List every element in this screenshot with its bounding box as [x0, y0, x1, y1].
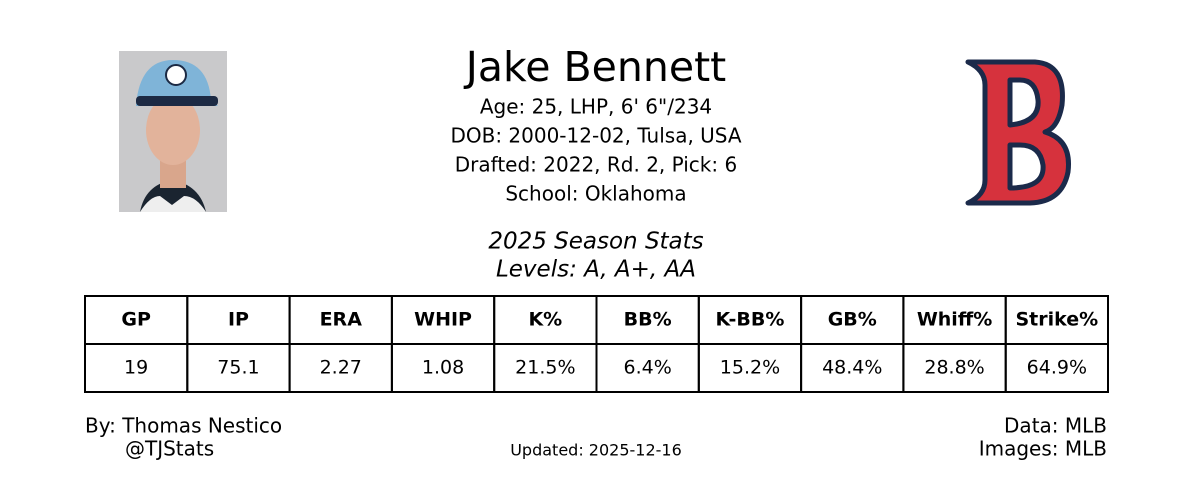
stat-value: 75.1	[217, 357, 259, 379]
bio-line: Age: 25, LHP, 6' 6"/234	[480, 95, 712, 119]
image-source: Images: MLB	[979, 437, 1107, 461]
author: By: Thomas Nestico	[85, 414, 282, 438]
stat-value: 64.9%	[1027, 357, 1087, 379]
stat-value: 1.08	[422, 357, 464, 379]
author-handle: @TJStats	[125, 437, 214, 461]
team-logo	[965, 59, 1072, 206]
table-cell	[1004, 343, 1110, 393]
stat-value: 15.2%	[720, 357, 780, 379]
column-header: Whiff%	[917, 309, 992, 331]
stat-value: 19	[124, 357, 148, 379]
column-header: Strike%	[1015, 309, 1098, 331]
player-photo	[119, 51, 227, 212]
stat-value: 28.8%	[924, 357, 984, 379]
section-levels: Levels: A, A+, AA	[496, 257, 696, 283]
bio-line: Drafted: 2022, Rd. 2, Pick: 6	[455, 153, 737, 177]
data-source: Data: MLB	[1004, 414, 1107, 438]
stat-value: 48.4%	[822, 357, 882, 379]
bio-line: DOB: 2000-12-02, Tulsa, USA	[450, 124, 741, 148]
stats-table: GP IP ERA WHIP K% BB% K-BB% GB% Whiff% Strike% 19 7…	[84, 295, 1110, 393]
stat-value: 2.27	[320, 357, 362, 379]
column-header: K-BB%	[715, 309, 784, 331]
stat-value: 6.4%	[624, 357, 672, 379]
column-header: WHIP	[414, 309, 472, 331]
column-header: BB%	[624, 309, 672, 331]
column-header: GP	[121, 309, 151, 331]
player-name: Jake Bennett	[463, 43, 726, 91]
stat-value: 21.5%	[515, 357, 575, 379]
bio-line: School: Oklahoma	[505, 182, 686, 206]
updated-date: Updated: 2025-12-16	[510, 441, 682, 460]
column-header: K%	[528, 309, 562, 331]
column-header: IP	[228, 309, 249, 331]
column-header: ERA	[320, 309, 363, 331]
column-header: GB%	[828, 309, 877, 331]
section-title: 2025 Season Stats	[488, 229, 703, 255]
